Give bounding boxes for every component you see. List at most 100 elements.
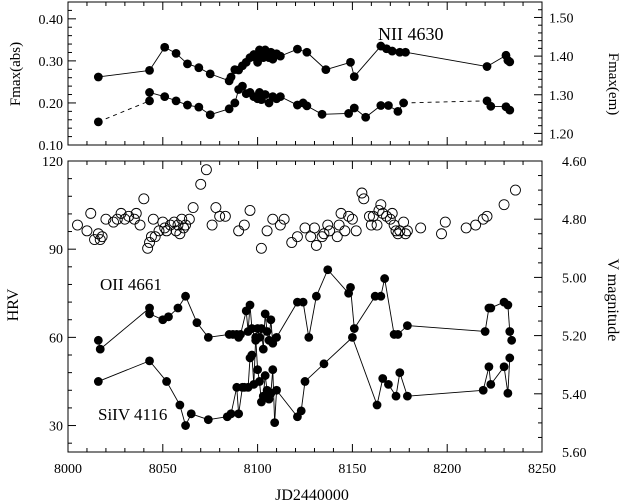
oii-4661-point: [503, 300, 513, 310]
nii-emission-point: [302, 47, 312, 57]
v-magnitude-point: [343, 210, 355, 222]
v-magnitude-point: [244, 205, 256, 216]
siiv-4116-line: [255, 337, 259, 370]
v-magnitude-point: [85, 207, 97, 219]
nii-absorption-point: [224, 104, 234, 114]
v-magnitude-point: [278, 213, 290, 225]
y-right-tick-label: 5.60: [562, 446, 587, 461]
nii-absorption-point: [238, 81, 247, 91]
nii-absorption-point: [384, 101, 393, 110]
siiv-4116-line: [276, 389, 298, 418]
nii-emission-point: [346, 57, 355, 67]
siiv-4116-line: [253, 337, 257, 385]
nii-emission-point: [293, 44, 302, 54]
oii-4661-point: [260, 309, 270, 319]
siiv-4116-point: [499, 362, 509, 372]
v-magnitude-point: [238, 219, 250, 231]
v-magnitude-point: [170, 225, 182, 237]
siiv-4116-line: [300, 381, 306, 411]
nii-emission-point: [387, 46, 397, 56]
siiv-4116-line: [407, 389, 484, 397]
v-magnitude-point: [356, 187, 368, 199]
siiv-4116-line: [274, 390, 278, 423]
y-right-tick-label: 1.30: [549, 89, 574, 104]
v-magnitude-point: [164, 219, 176, 231]
v-magnitude-point: [178, 222, 190, 234]
v-magnitude-point: [460, 222, 472, 234]
nii-emission-point: [226, 72, 236, 82]
v-magnitude-point: [477, 213, 489, 225]
nii-absorption-point: [317, 109, 327, 119]
nii-absorption-line: [322, 113, 349, 115]
siiv-4116-line: [376, 378, 384, 406]
v-magnitude-point: [255, 242, 267, 254]
v-magnitude-point: [183, 213, 195, 225]
v-magnitude-point: [159, 222, 171, 234]
y-left-tick-label: 0.20: [39, 97, 64, 112]
y-left-tick-label: 120: [42, 155, 63, 170]
nii-emission-point: [171, 49, 181, 58]
x-tick-label: 8050: [149, 462, 177, 477]
v-magnitude-point: [174, 228, 186, 240]
v-magnitude-point: [161, 225, 173, 237]
v-magnitude-point: [339, 225, 351, 237]
oii-4661-point: [311, 291, 321, 301]
oii-4661-line: [384, 278, 395, 335]
oii-4661-point: [236, 330, 245, 339]
oii-4661-point: [203, 332, 213, 342]
siiv-4116-line: [230, 387, 238, 414]
series-label-oii: OII 4661: [100, 275, 162, 294]
nii-absorption-point: [275, 92, 285, 102]
v-magnitude-point: [149, 231, 161, 243]
siiv-4116-line: [323, 337, 353, 365]
x-tick-label: 8100: [244, 462, 272, 477]
nii-absorption-point: [486, 101, 496, 111]
siiv-4116-point: [478, 385, 488, 395]
oii-4661-point: [304, 332, 314, 342]
series-label-siiv: SiIV 4116: [98, 405, 167, 424]
siiv-4116-line: [507, 357, 511, 394]
y-left-tick-label: 60: [49, 331, 63, 346]
v-magnitude-point: [350, 225, 362, 237]
siiv-4116-point: [175, 400, 185, 410]
siiv-4116-point: [203, 415, 213, 425]
siiv-4116-line: [503, 366, 509, 394]
v-magnitude-point: [286, 237, 298, 248]
x-tick-label: 8000: [54, 462, 82, 477]
bottom-panel: 8000 8050 8100 8150 8200 8250 30 60 90 120 4.60 4.8…: [42, 155, 587, 477]
v-magnitude-point: [377, 207, 389, 219]
oii-4661-line: [407, 325, 486, 332]
siiv-4116-point: [234, 409, 244, 419]
nii-emission-point: [275, 51, 285, 61]
v-magnitude-point: [100, 213, 112, 225]
oii-4661-line: [507, 304, 511, 332]
nii-absorption-point: [264, 98, 274, 108]
siiv-4116-line: [238, 387, 243, 414]
y-right-tick-label: 1.40: [549, 50, 574, 65]
nii-absorption-point: [361, 112, 371, 122]
siiv-4116-line: [247, 357, 251, 388]
nii-absorption-point: [93, 117, 103, 127]
v-magnitude-point: [375, 199, 387, 211]
v-magnitude-point: [324, 225, 336, 237]
v-magnitude-point: [180, 219, 192, 231]
v-magnitude-point: [346, 213, 358, 225]
v-magnitude-point: [92, 228, 104, 240]
nii-absorption-point: [160, 92, 170, 102]
top-left-axis-label: Fmax(abs): [8, 42, 24, 106]
oii-4661-line: [276, 301, 298, 338]
siiv-4116-point: [253, 365, 262, 375]
nii-absorption-point: [145, 96, 154, 106]
siiv-4116-point: [395, 368, 405, 378]
nii-emission-point: [205, 69, 215, 79]
v-magnitude-point: [299, 222, 311, 234]
siiv-4116-point: [372, 400, 382, 410]
v-magnitude-point: [72, 219, 83, 231]
v-magnitude-point: [364, 210, 375, 222]
v-magnitude-point: [119, 213, 131, 225]
nii-emission-point: [93, 72, 103, 82]
v-magnitude-point: [89, 234, 100, 246]
oii-4661-point: [173, 303, 183, 313]
top-annotation: NII 4630: [378, 24, 444, 44]
nii-absorption-point: [505, 105, 515, 115]
